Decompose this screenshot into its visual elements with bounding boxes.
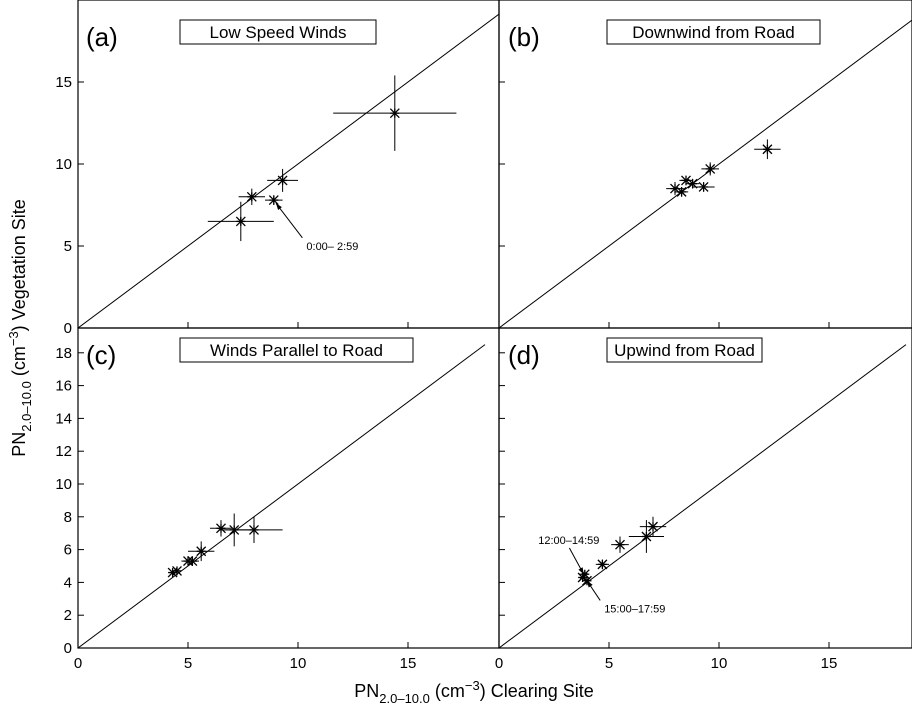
panel-c: 0 2 4 6 8 10 12 14 16 18 0 5 10 15 (c) Winds Parallel t… (55, 327, 500, 672)
plot-frame (498, 0, 912, 329)
data-point-marker (277, 175, 288, 186)
y-tick-label: 5 (64, 238, 72, 255)
panel-title: Low Speed Winds (209, 23, 346, 42)
panel-label: (b) (508, 22, 540, 52)
data-point-marker (676, 186, 687, 197)
data-point-marker (615, 539, 625, 550)
y-tick-label: 0 (64, 320, 72, 337)
panel-title-box (606, 337, 763, 363)
annotation-label: 15:00–17:59 (604, 603, 665, 615)
data-point-marker (172, 565, 182, 576)
y-tick-label: 10 (55, 476, 72, 493)
panel-d: 0 5 10 15 (d) Upwind from Road 12:00–14:59 15:0… (495, 327, 912, 672)
data-point-marker (216, 523, 226, 534)
y-tick-label: 8 (64, 509, 72, 526)
x-tick-label: 10 (290, 655, 307, 672)
panel-label: (a) (86, 22, 118, 52)
reference-line-y-equals-x (78, 13, 499, 328)
y-tick-label: 0 (64, 640, 72, 657)
reference-line-y-equals-x (499, 344, 907, 648)
x-axis-title: PN2.0–10.0 (cm−3) Clearing Site (354, 678, 594, 706)
y-tick-label: 12 (55, 443, 72, 460)
panel-label: (c) (86, 340, 116, 370)
data-point-marker (597, 559, 608, 570)
plot-frame (498, 327, 912, 649)
data-point-marker (698, 182, 709, 192)
panel-title-box (606, 19, 821, 45)
y-tick-label: 6 (64, 542, 72, 559)
panel-b: (b) Downwind from Road (498, 0, 912, 329)
panel-title: Winds Parallel to Road (210, 341, 383, 360)
panel-label: (d) (508, 340, 540, 370)
x-tick-label: 0 (495, 655, 503, 672)
annotation-arrowhead (276, 203, 282, 211)
plot-frame (77, 327, 500, 649)
data-point-marker (235, 216, 246, 227)
data-point-marker (648, 521, 658, 532)
data-point-marker (187, 556, 198, 567)
y-axis-title: PN2.0–10.0 (cm−3) Vegetation Site (6, 199, 34, 457)
annotation-label: 0:00– 2:59 (306, 241, 358, 253)
y-tick-label: 4 (64, 574, 72, 591)
x-tick-label: 15 (400, 655, 417, 672)
y-tick-label: 2 (64, 607, 72, 624)
panel-a: 0 5 10 15 (a) Low Speed Winds 0:00– 2:59 (55, 0, 500, 337)
panel-title: Downwind from Road (632, 23, 795, 42)
panel-title: Upwind from Road (614, 341, 755, 360)
annotation-arrow (275, 203, 303, 239)
annotation-arrowhead (578, 567, 584, 575)
x-tick-label: 10 (711, 655, 728, 672)
reference-line-y-equals-x (78, 344, 486, 648)
panel-title-box (179, 19, 377, 45)
data-point-marker (246, 191, 257, 202)
annotation-arrowhead (587, 580, 593, 588)
data-point-marker (196, 546, 207, 557)
y-tick-label: 16 (55, 378, 72, 395)
data-point-marker (705, 163, 716, 174)
data-point-marker (268, 195, 279, 206)
reference-line-y-equals-x (499, 19, 912, 328)
y-tick-label: 10 (55, 156, 72, 173)
x-tick-label: 5 (184, 655, 192, 672)
x-tick-label: 5 (605, 655, 613, 672)
data-point-marker (249, 524, 259, 535)
annotation-label: 12:00–14:59 (538, 535, 599, 547)
y-tick-label: 15 (55, 74, 72, 91)
data-point-marker (641, 531, 652, 542)
data-point-marker (762, 144, 773, 155)
panel-title-box (179, 337, 414, 363)
plot-frame (77, 0, 500, 329)
x-tick-label: 0 (74, 655, 82, 672)
data-point-marker (389, 108, 400, 119)
x-tick-label: 15 (821, 655, 838, 672)
y-tick-label: 18 (55, 345, 72, 362)
y-tick-label: 14 (55, 410, 72, 427)
